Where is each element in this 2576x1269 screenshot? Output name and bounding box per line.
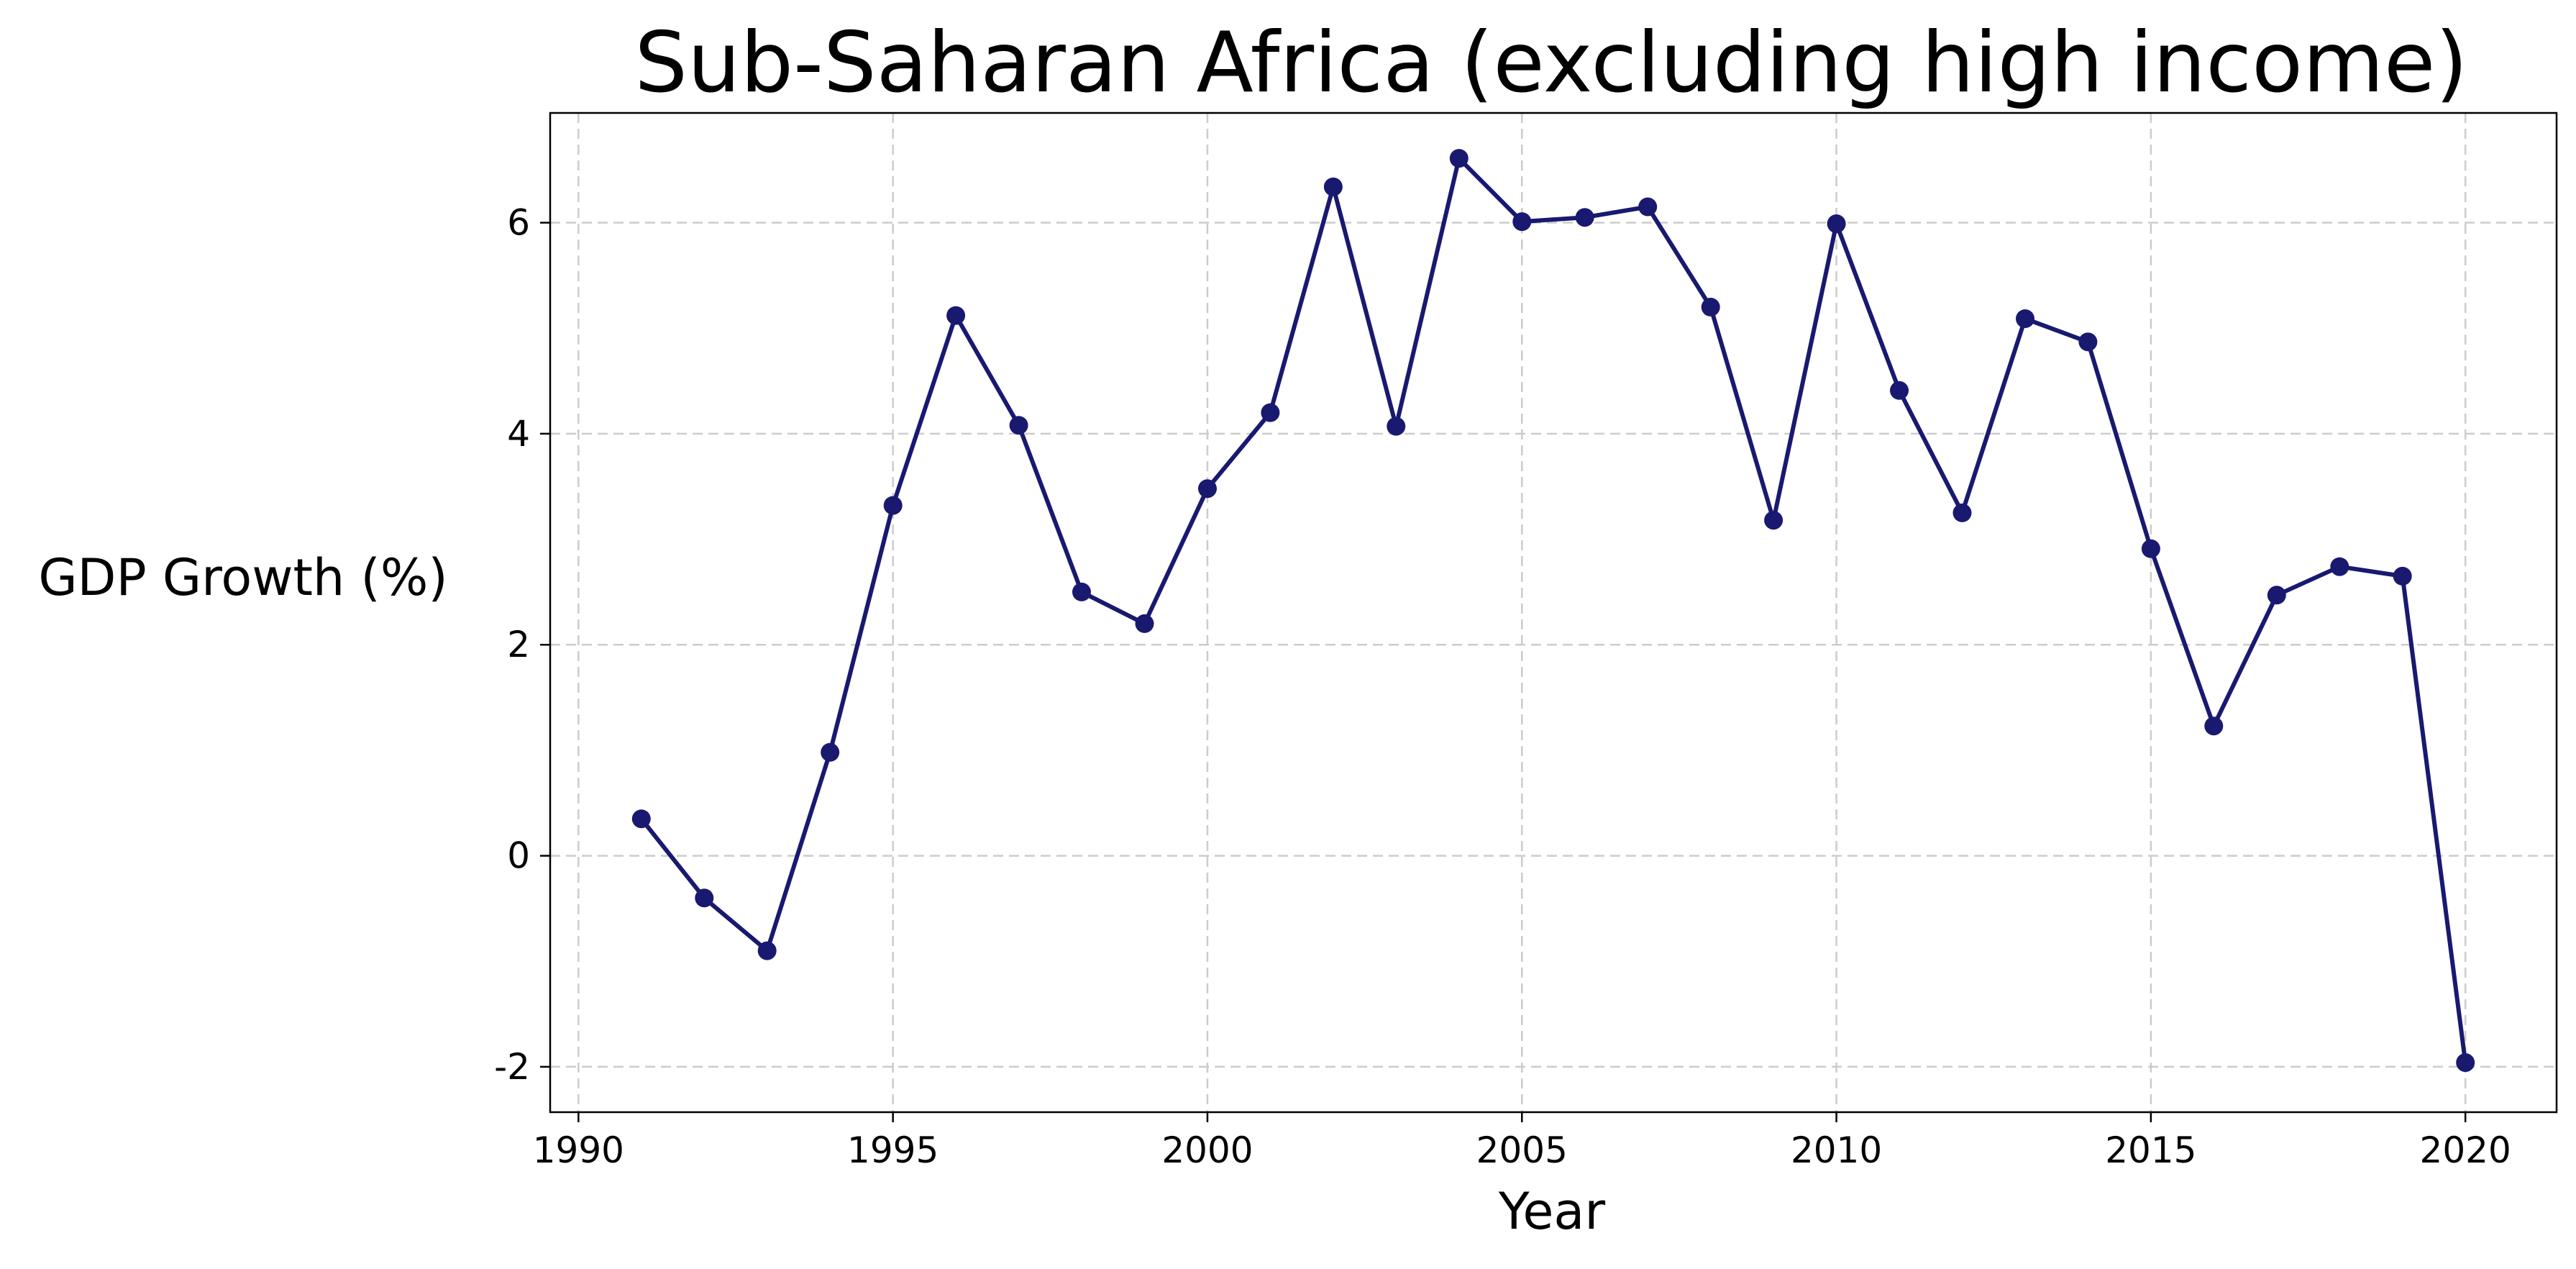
y-tick-label: 0 xyxy=(507,835,530,877)
data-point xyxy=(1827,214,1846,233)
data-point xyxy=(631,809,651,829)
data-point xyxy=(1638,197,1658,217)
data-point xyxy=(1387,417,1406,436)
data-point xyxy=(2267,586,2286,605)
data-point xyxy=(757,941,777,960)
data-point xyxy=(1575,208,1594,227)
data-point xyxy=(821,742,840,762)
data-point xyxy=(2141,539,2160,558)
data-point xyxy=(1512,212,1532,232)
x-tick-label: 2005 xyxy=(1476,1129,1568,1171)
data-point xyxy=(2456,1053,2475,1073)
x-tick-label: 1990 xyxy=(533,1129,624,1171)
data-point xyxy=(2078,332,2098,352)
data-point xyxy=(1764,511,1783,530)
series-gdp-growth xyxy=(631,149,2475,1073)
y-tick-label: -2 xyxy=(494,1046,530,1088)
data-point xyxy=(1701,297,1720,317)
plot-area xyxy=(549,112,2558,1114)
data-point xyxy=(1072,582,1091,601)
x-tick-label: 2020 xyxy=(2420,1129,2511,1171)
y-tick-label: 2 xyxy=(507,624,530,665)
x-tick-label: 2015 xyxy=(2105,1129,2196,1171)
data-point xyxy=(2016,309,2034,328)
data-point xyxy=(1952,503,1972,522)
y-axis-title: GDP Growth (%) xyxy=(38,548,447,607)
data-point xyxy=(1261,403,1280,422)
data-point xyxy=(695,888,714,908)
data-point xyxy=(1135,614,1154,633)
grid-lines xyxy=(550,113,2557,1112)
data-point xyxy=(1890,381,1909,400)
axis-ticks: 1990 1995 2000 2005 2010 2015 2020 -2 0 2 4 6 xyxy=(494,202,2511,1171)
data-point xyxy=(1449,149,1469,168)
data-point xyxy=(2204,717,2224,736)
data-point xyxy=(1009,416,1028,435)
data-point xyxy=(2393,566,2412,586)
x-axis-title: Year xyxy=(1498,1182,1605,1241)
chart-title: Sub-Saharan Africa (excluding high incom… xyxy=(634,14,2467,112)
data-point xyxy=(1323,177,1343,196)
data-point xyxy=(1198,479,1217,499)
x-tick-label: 1995 xyxy=(847,1129,938,1171)
y-tick-label: 6 xyxy=(507,202,530,244)
data-point xyxy=(883,496,903,515)
series-line xyxy=(639,156,2468,1065)
x-tick-label: 2010 xyxy=(1791,1129,1882,1171)
data-point xyxy=(2330,557,2349,576)
x-tick-label: 2000 xyxy=(1161,1129,1253,1171)
data-point xyxy=(946,306,966,325)
y-tick-label: 4 xyxy=(507,413,530,455)
